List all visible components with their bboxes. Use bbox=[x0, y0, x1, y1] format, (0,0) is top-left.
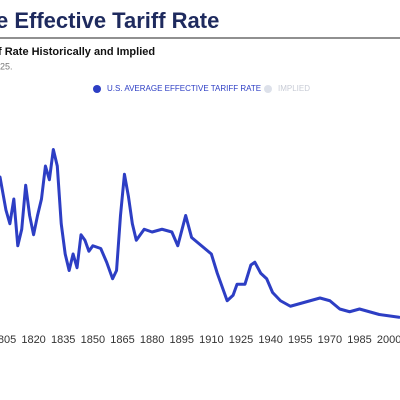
x-tick-label: 1805 bbox=[0, 334, 16, 346]
legend-swatch bbox=[93, 85, 101, 93]
x-tick-label: 1955 bbox=[288, 334, 312, 346]
chart-title: e Effective Tariff Rate bbox=[0, 8, 219, 33]
x-tick-label: 1820 bbox=[21, 334, 45, 346]
x-tick-label: 1880 bbox=[140, 334, 164, 346]
note: 25. bbox=[0, 61, 13, 71]
x-tick-label: 1895 bbox=[169, 334, 193, 346]
x-tick-label: 1865 bbox=[110, 334, 134, 346]
legend-label: U.S. AVERAGE EFFECTIVE TARIFF RATE bbox=[107, 84, 261, 93]
x-tick-label: 2000 bbox=[377, 334, 400, 346]
legend-swatch bbox=[264, 85, 272, 93]
x-tick-label: 1940 bbox=[258, 334, 282, 346]
series-line bbox=[0, 148, 400, 319]
subtitle: f Rate Historically and Implied bbox=[0, 46, 155, 58]
legend-label: IMPLIED bbox=[278, 84, 310, 93]
x-tick-label: 1970 bbox=[318, 334, 342, 346]
x-tick-label: 1835 bbox=[51, 334, 75, 346]
x-tick-label: 1985 bbox=[347, 334, 371, 346]
x-tick-label: 1925 bbox=[229, 334, 253, 346]
x-tick-label: 1850 bbox=[81, 334, 105, 346]
x-tick-label: 1910 bbox=[199, 334, 223, 346]
